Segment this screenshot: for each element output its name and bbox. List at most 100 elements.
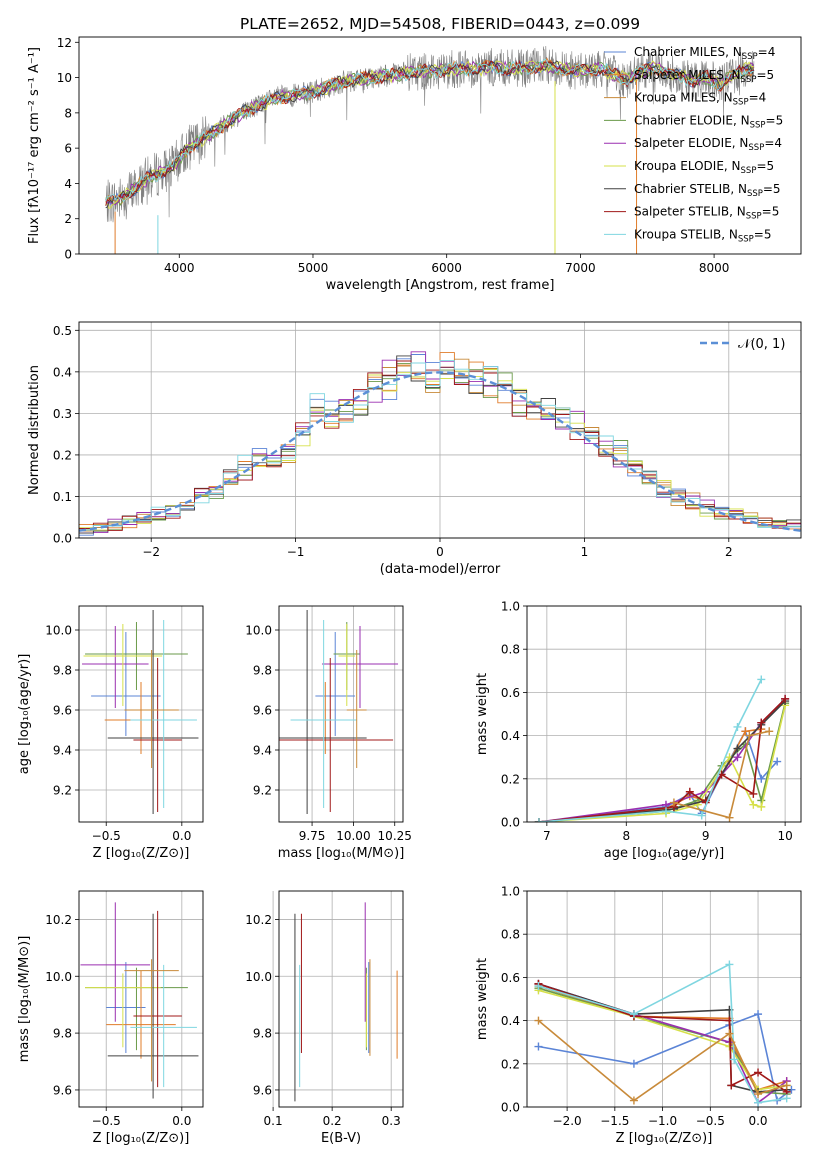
legend-label: Chabrier MILES, NSSP=4 — [634, 45, 775, 62]
plot-frame — [78, 890, 204, 1108]
legend-label-main: Salpeter MILES, N — [634, 68, 741, 82]
x-axis-label: E(B-V) — [321, 1131, 361, 1146]
x-tick-label: 10 — [777, 829, 792, 843]
mass-weight-marker — [749, 800, 758, 809]
mass-weight-vs-metallicity-panel: −2.0 −1.5 −1.0 −0.5 0.0 0.0 0.2 0.4 0.6 0.8 1.0 Z [… — [475, 885, 802, 1146]
x-tick-label: 10.00 — [336, 829, 370, 843]
mass-weight-marker — [757, 675, 766, 684]
errorbar-plot-area — [294, 902, 398, 1102]
legend-label-subscript: SSP — [747, 189, 763, 199]
y-tick-label: 9.6 — [253, 1083, 272, 1097]
residual-histogram — [79, 360, 801, 538]
legend-label-subscript: SSP — [733, 98, 749, 108]
x-tick-label: 0.0 — [748, 1114, 767, 1128]
legend-label-main: Salpeter STELIB, N — [634, 205, 746, 219]
errorbar-plot-area — [82, 610, 199, 814]
x-tick-label: 0.0 — [172, 829, 191, 843]
y-tick-label: 9.6 — [53, 1083, 72, 1097]
mass-weight-marker — [669, 798, 678, 807]
y-tick-label: 0.5 — [53, 324, 72, 338]
y-tick-label: 9.8 — [253, 1027, 272, 1041]
x-tick-label: −1.5 — [600, 1114, 629, 1128]
y-tick-label: 10.0 — [245, 624, 272, 638]
normal-curve — [79, 371, 801, 532]
legend-label: Chabrier ELODIE, NSSP=5 — [634, 113, 783, 130]
x-axis-label: age [log₁₀(age/yr)] — [604, 846, 725, 861]
y-tick-label: 0.4 — [501, 1014, 520, 1028]
grid-lines — [279, 606, 403, 822]
mass-weight-plot-area — [534, 960, 796, 1107]
axis-ticks: 7 8 9 10 0.0 0.2 0.4 0.6 0.8 1.0 — [501, 600, 793, 844]
legend-label-main: Kroupa MILES, N — [634, 91, 733, 105]
plot-frame — [78, 36, 802, 255]
y-tick-label: 0.1 — [53, 490, 72, 504]
axis-ticks: −0.5 0.0 9.6 9.8 10.0 10.2 — [45, 913, 191, 1128]
figure-title: PLATE=2652, MJD=54508, FIBERID=0443, z=0… — [240, 15, 640, 33]
legend-label: Salpeter STELIB, NSSP=5 — [634, 205, 779, 222]
y-tick-label: 0.0 — [53, 532, 72, 546]
legend-label-main: Chabrier ELODIE, N — [634, 113, 750, 127]
y-tick-label: 12 — [57, 36, 72, 50]
x-tick-label: 10.25 — [378, 829, 412, 843]
x-tick-label: 7 — [543, 829, 551, 843]
legend-label-tail: =4 — [764, 136, 782, 150]
y-tick-label: 9.2 — [53, 784, 72, 798]
y-tick-label: 6 — [64, 142, 72, 156]
age-vs-metallicity-panel: −0.5 0.0 9.2 9.4 9.6 9.8 10.0 Z [log₁₀(Z/Z⊙)] ag… — [17, 605, 204, 861]
mass-weight-marker — [727, 1081, 736, 1090]
legend-label-main: Salpeter ELODIE, N — [634, 136, 748, 150]
mass-weight-marker — [685, 787, 694, 796]
y-tick-label: 1.0 — [501, 600, 520, 614]
mass-vs-metallicity-panel: −0.5 0.0 9.6 9.8 10.0 10.2 Z [log₁₀(Z/Z⊙)] mass… — [17, 890, 204, 1146]
legend-label-subscript: SSP — [750, 120, 766, 130]
legend-label-main: Kroupa STELIB, N — [634, 227, 738, 241]
y-tick-label: 10.0 — [45, 970, 72, 984]
legend-label-tail: =5 — [754, 227, 772, 241]
x-axis-label: Z [log₁₀(Z/Z⊙)] — [616, 1131, 713, 1146]
plot-frame — [526, 890, 802, 1108]
x-axis-label: mass [log₁₀(M/M⊙)] — [278, 846, 405, 861]
y-tick-label: 0.6 — [501, 971, 520, 985]
legend-label-subscript: SSP — [738, 234, 754, 244]
mass-weight-marker — [773, 757, 782, 766]
residuals-panel: −2 −1 0 1 2 0.0 0.1 0.2 0.3 0.4 0.5 (data-model)/er… — [27, 321, 802, 577]
y-tick-label: 0.2 — [53, 448, 72, 462]
axis-ticks: −2.0 −1.5 −1.0 −0.5 0.0 0.0 0.2 0.4 0.6 0.8 1.0 — [501, 885, 768, 1129]
mass-weight-plot-area — [534, 675, 790, 822]
x-tick-label: 5000 — [298, 261, 329, 275]
y-tick-label: 9.8 — [53, 664, 72, 678]
x-tick-label: −2 — [142, 545, 160, 559]
mass-weight-marker — [534, 982, 543, 991]
x-tick-label: 2 — [725, 545, 733, 559]
y-tick-label: 0.0 — [501, 816, 520, 830]
mass-weight-marker — [661, 807, 670, 816]
legend-label-subscript: SSP — [741, 75, 757, 85]
mass-weight-line — [538, 698, 786, 822]
legend-label-subscript: SSP — [741, 166, 757, 176]
y-axis-label: Flux [fλ10⁻¹⁷ erg cm⁻² s⁻¹ A⁻¹] — [27, 47, 42, 244]
mass-weight-marker — [782, 1094, 791, 1103]
spectrum-panel: 4000 5000 6000 7000 8000 0 2 4 6 8 10 12 wavelength … — [27, 36, 802, 293]
x-tick-label: 1 — [581, 545, 589, 559]
axis-ticks: −0.5 0.0 9.2 9.4 9.6 9.8 10.0 — [45, 624, 191, 844]
mass-vs-reddening-panel: 0.1 0.2 0.3 9.6 9.8 10.0 10.2 E(B-V) — [245, 890, 404, 1146]
legend-label-subscript: SSP — [748, 143, 764, 153]
mass-weight-marker — [629, 1010, 638, 1019]
y-tick-label: 0.4 — [53, 365, 72, 379]
y-tick-label: 1.0 — [501, 885, 520, 899]
legend-label: Kroupa STELIB, NSSP=5 — [634, 227, 772, 244]
mass-weight-marker — [745, 731, 754, 740]
y-tick-label: 2 — [64, 212, 72, 226]
x-tick-label: 0.3 — [382, 1114, 401, 1128]
y-tick-label: 9.6 — [253, 704, 272, 718]
axis-ticks: 4000 5000 6000 7000 8000 0 2 4 6 8 10 12 — [57, 36, 730, 275]
y-tick-label: 0.3 — [53, 407, 72, 421]
x-tick-label: 7000 — [565, 261, 596, 275]
model-spectrum-line — [105, 58, 755, 203]
legend-label-main: Chabrier STELIB, N — [634, 182, 747, 196]
mass-weight-marker — [697, 811, 706, 820]
x-tick-label: 0 — [436, 545, 444, 559]
y-axis-label: mass weight — [475, 673, 490, 755]
x-tick-label: 9.75 — [299, 829, 326, 843]
